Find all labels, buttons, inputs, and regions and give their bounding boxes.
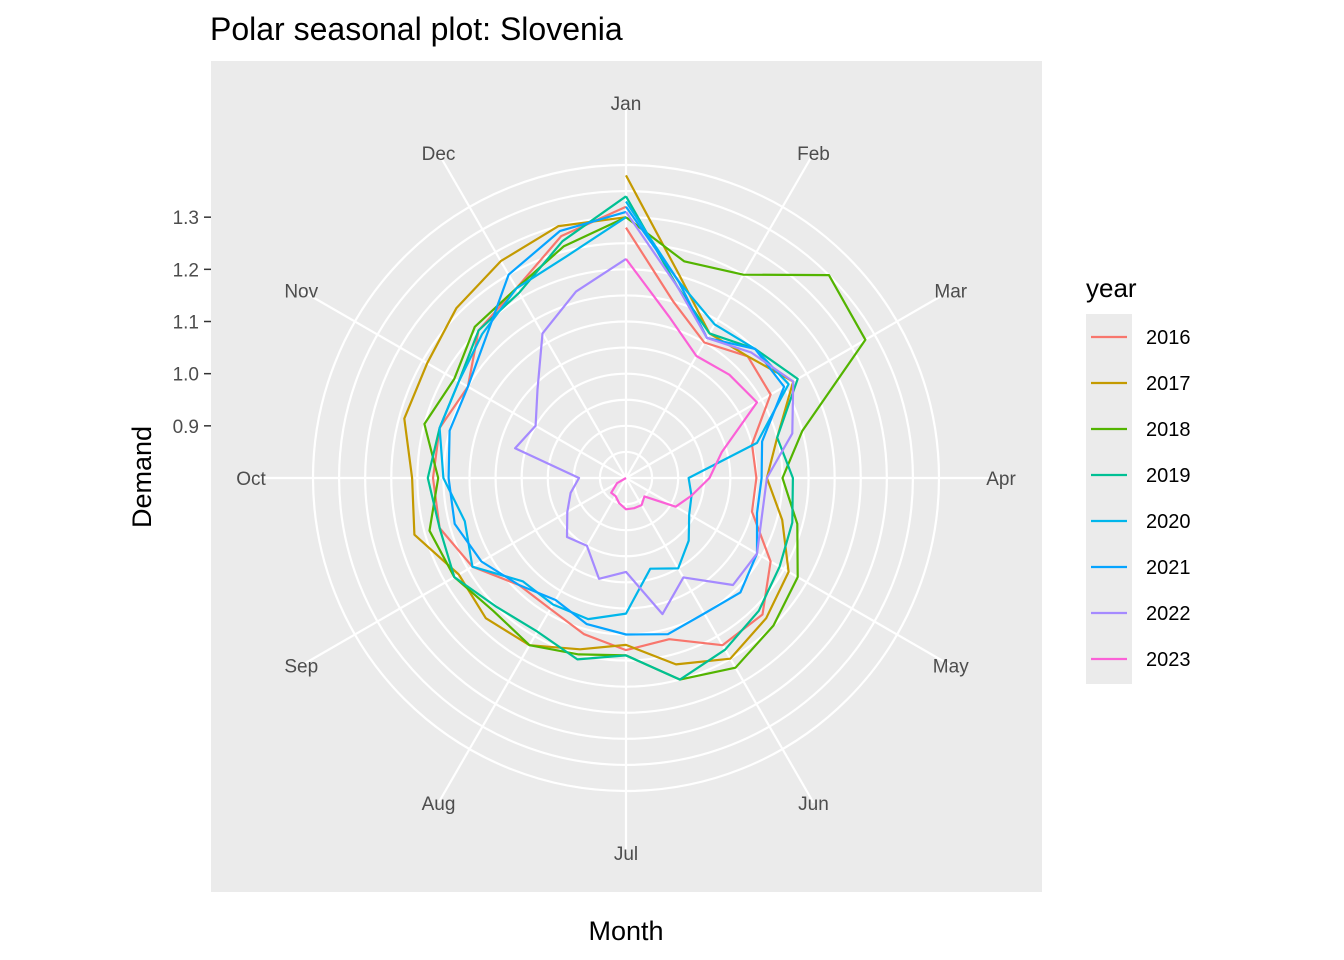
month-label: Jul bbox=[614, 844, 638, 865]
legend-label: 2019 bbox=[1146, 465, 1191, 487]
legend-label: 2021 bbox=[1146, 557, 1191, 579]
series-layer bbox=[403, 174, 867, 681]
series-line-2020 bbox=[438, 200, 790, 621]
series-line-2021 bbox=[447, 206, 786, 636]
month-labels: Jan Feb Mar Apr May Jun Jul Aug Sep Oct Nov Dec bbox=[236, 94, 1016, 865]
chart-title: Polar seasonal plot: Slovenia bbox=[210, 11, 623, 47]
month-label: May bbox=[933, 657, 969, 678]
y-axis: 0.9 1.0 1.1 1.2 1.3 bbox=[173, 208, 211, 438]
month-label: Aug bbox=[422, 794, 456, 815]
y-tick-label: 1.0 bbox=[173, 365, 199, 386]
legend-items: 2016 2017 2018 2019 2020 2021 2022 2023 bbox=[1091, 327, 1191, 671]
legend-label: 2017 bbox=[1146, 373, 1191, 395]
month-label: Sep bbox=[284, 657, 318, 678]
legend-title: year bbox=[1086, 273, 1137, 303]
series-line-2022 bbox=[514, 211, 795, 616]
legend-label: 2022 bbox=[1146, 603, 1191, 625]
legend-label: 2016 bbox=[1146, 327, 1191, 349]
month-label: Jun bbox=[798, 794, 829, 815]
y-axis-title: Demand bbox=[127, 426, 157, 528]
y-tick-label: 1.2 bbox=[173, 260, 199, 281]
y-tick-label: 0.9 bbox=[173, 417, 199, 438]
month-label: Dec bbox=[422, 144, 456, 165]
y-tick-label: 1.3 bbox=[173, 208, 199, 229]
grid-spoke bbox=[625, 477, 815, 804]
month-label: Apr bbox=[986, 469, 1016, 490]
month-label: Mar bbox=[934, 282, 967, 303]
grid-spoke bbox=[437, 152, 627, 479]
legend-key-background bbox=[1086, 314, 1132, 684]
legend: year 2016 2017 2018 2019 2020 2021 2022 2023 bbox=[1086, 273, 1191, 684]
month-label: Feb bbox=[797, 144, 830, 165]
series-line-2023 bbox=[610, 258, 759, 511]
grid-spoke bbox=[300, 477, 627, 667]
month-label: Jan bbox=[611, 94, 642, 115]
x-axis-title: Month bbox=[588, 916, 663, 946]
legend-label: 2018 bbox=[1146, 419, 1191, 441]
month-label: Nov bbox=[284, 282, 318, 303]
grid-spoke bbox=[625, 152, 815, 479]
legend-label: 2020 bbox=[1146, 511, 1191, 533]
legend-label: 2023 bbox=[1146, 649, 1191, 671]
grid-spoke bbox=[437, 477, 627, 804]
month-label: Oct bbox=[236, 469, 266, 490]
y-tick-label: 1.1 bbox=[173, 313, 199, 334]
grid-spoke bbox=[300, 289, 627, 479]
